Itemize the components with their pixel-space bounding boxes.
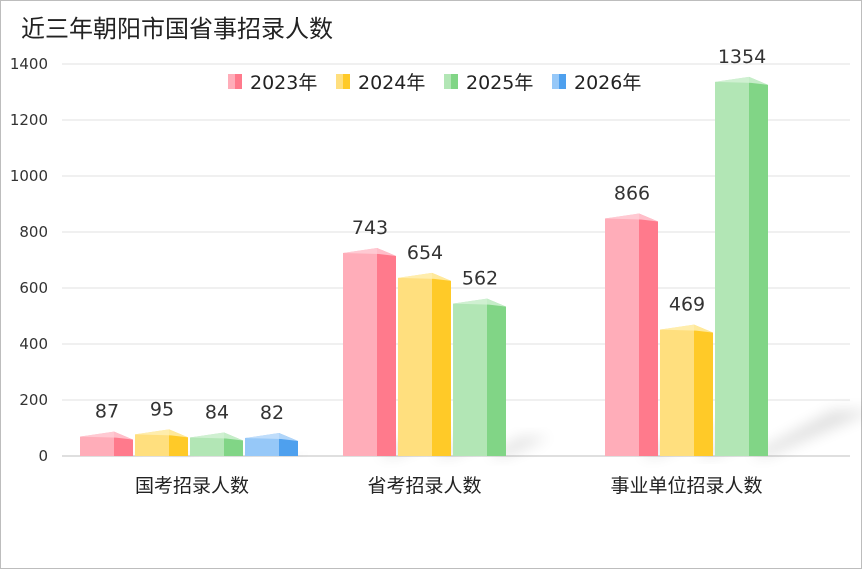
bar-top-face bbox=[605, 213, 658, 222]
bar bbox=[245, 433, 298, 456]
legend-swatch-shade bbox=[343, 74, 350, 89]
bar bbox=[715, 76, 768, 456]
x-category-label: 事业单位招录人数 bbox=[610, 475, 762, 497]
bar-front-face bbox=[398, 272, 432, 456]
data-label: 562 bbox=[462, 268, 498, 290]
chart-title: 近三年朝阳市国省事招录人数 bbox=[21, 15, 333, 43]
y-tick-label: 0 bbox=[38, 447, 48, 465]
data-label: 1354 bbox=[718, 46, 766, 68]
bar-top-face bbox=[398, 272, 451, 281]
bar-top-face bbox=[245, 433, 298, 442]
bar-top-face bbox=[80, 431, 133, 440]
axes: 0 200 400 600 800 1000 1200 1400 国考招录人数 省考招录人数 事业单… bbox=[10, 55, 763, 497]
x-category-label: 省考招录人数 bbox=[367, 475, 481, 497]
legend-item: 2024年 bbox=[336, 72, 425, 94]
y-tick-label: 1000 bbox=[10, 167, 48, 185]
bar-side-face bbox=[377, 247, 396, 456]
data-label: 84 bbox=[205, 401, 229, 423]
data-label: 87 bbox=[95, 401, 119, 423]
bar bbox=[135, 429, 188, 456]
bar bbox=[398, 272, 451, 456]
legend-swatch-shade bbox=[559, 74, 566, 89]
bar-side-face bbox=[432, 272, 451, 456]
bar-top-face bbox=[343, 247, 396, 256]
bars bbox=[80, 76, 768, 456]
legend-swatch-shade bbox=[235, 74, 242, 89]
legend-item: 2025年 bbox=[444, 72, 533, 94]
bar-front-face bbox=[190, 432, 224, 456]
y-tick-label: 1200 bbox=[10, 111, 48, 129]
data-labels: 87 95 84 82 743 654 562 866 469 1354 bbox=[95, 46, 766, 424]
data-label: 866 bbox=[614, 183, 650, 205]
data-label: 654 bbox=[407, 242, 443, 264]
bar-front-face bbox=[715, 76, 749, 456]
y-tick-label: 1400 bbox=[10, 55, 48, 73]
legend-swatch bbox=[228, 74, 235, 89]
bar-top-face bbox=[135, 429, 188, 438]
bar-front-face bbox=[245, 433, 279, 456]
bar bbox=[453, 298, 506, 456]
bar-front-face bbox=[80, 431, 114, 456]
bar-top-face bbox=[660, 324, 713, 333]
legend-label: 2026年 bbox=[574, 72, 641, 94]
legend-item: 2026年 bbox=[552, 72, 641, 94]
bar-side-face bbox=[749, 76, 768, 456]
legend-label: 2023年 bbox=[250, 72, 317, 94]
data-label: 469 bbox=[669, 294, 705, 316]
bar-top-face bbox=[453, 298, 506, 307]
bar-front-face bbox=[135, 429, 169, 456]
y-tick-label: 800 bbox=[19, 223, 48, 241]
bar-side-face bbox=[487, 298, 506, 456]
legend-swatch bbox=[444, 74, 451, 89]
bar-top-face bbox=[190, 432, 243, 441]
legend-swatch-shade bbox=[451, 74, 458, 89]
bar bbox=[605, 213, 658, 456]
data-label: 743 bbox=[352, 217, 388, 239]
bar-front-face bbox=[660, 324, 694, 456]
legend-label: 2025年 bbox=[466, 72, 533, 94]
bar-top-face bbox=[715, 76, 768, 85]
bar-side-face bbox=[694, 324, 713, 456]
legend-item: 2023年 bbox=[228, 72, 317, 94]
bar-shadow bbox=[749, 410, 862, 456]
y-tick-label: 200 bbox=[19, 391, 48, 409]
bar-front-face bbox=[605, 213, 639, 456]
bar bbox=[343, 247, 396, 456]
data-label: 95 bbox=[150, 398, 174, 420]
legend-label: 2024年 bbox=[358, 72, 425, 94]
bar bbox=[190, 432, 243, 456]
bar-front-face bbox=[343, 247, 377, 456]
bar bbox=[660, 324, 713, 456]
y-tick-label: 600 bbox=[19, 279, 48, 297]
bar bbox=[80, 431, 133, 456]
bar-front-face bbox=[453, 298, 487, 456]
bar-side-face bbox=[639, 213, 658, 456]
legend: 2023年 2024年 2025年 2026年 bbox=[228, 72, 641, 94]
x-category-label: 国考招录人数 bbox=[135, 475, 249, 497]
y-tick-label: 400 bbox=[19, 335, 48, 353]
legend-swatch bbox=[552, 74, 559, 89]
data-label: 82 bbox=[260, 402, 284, 424]
legend-swatch bbox=[336, 74, 343, 89]
